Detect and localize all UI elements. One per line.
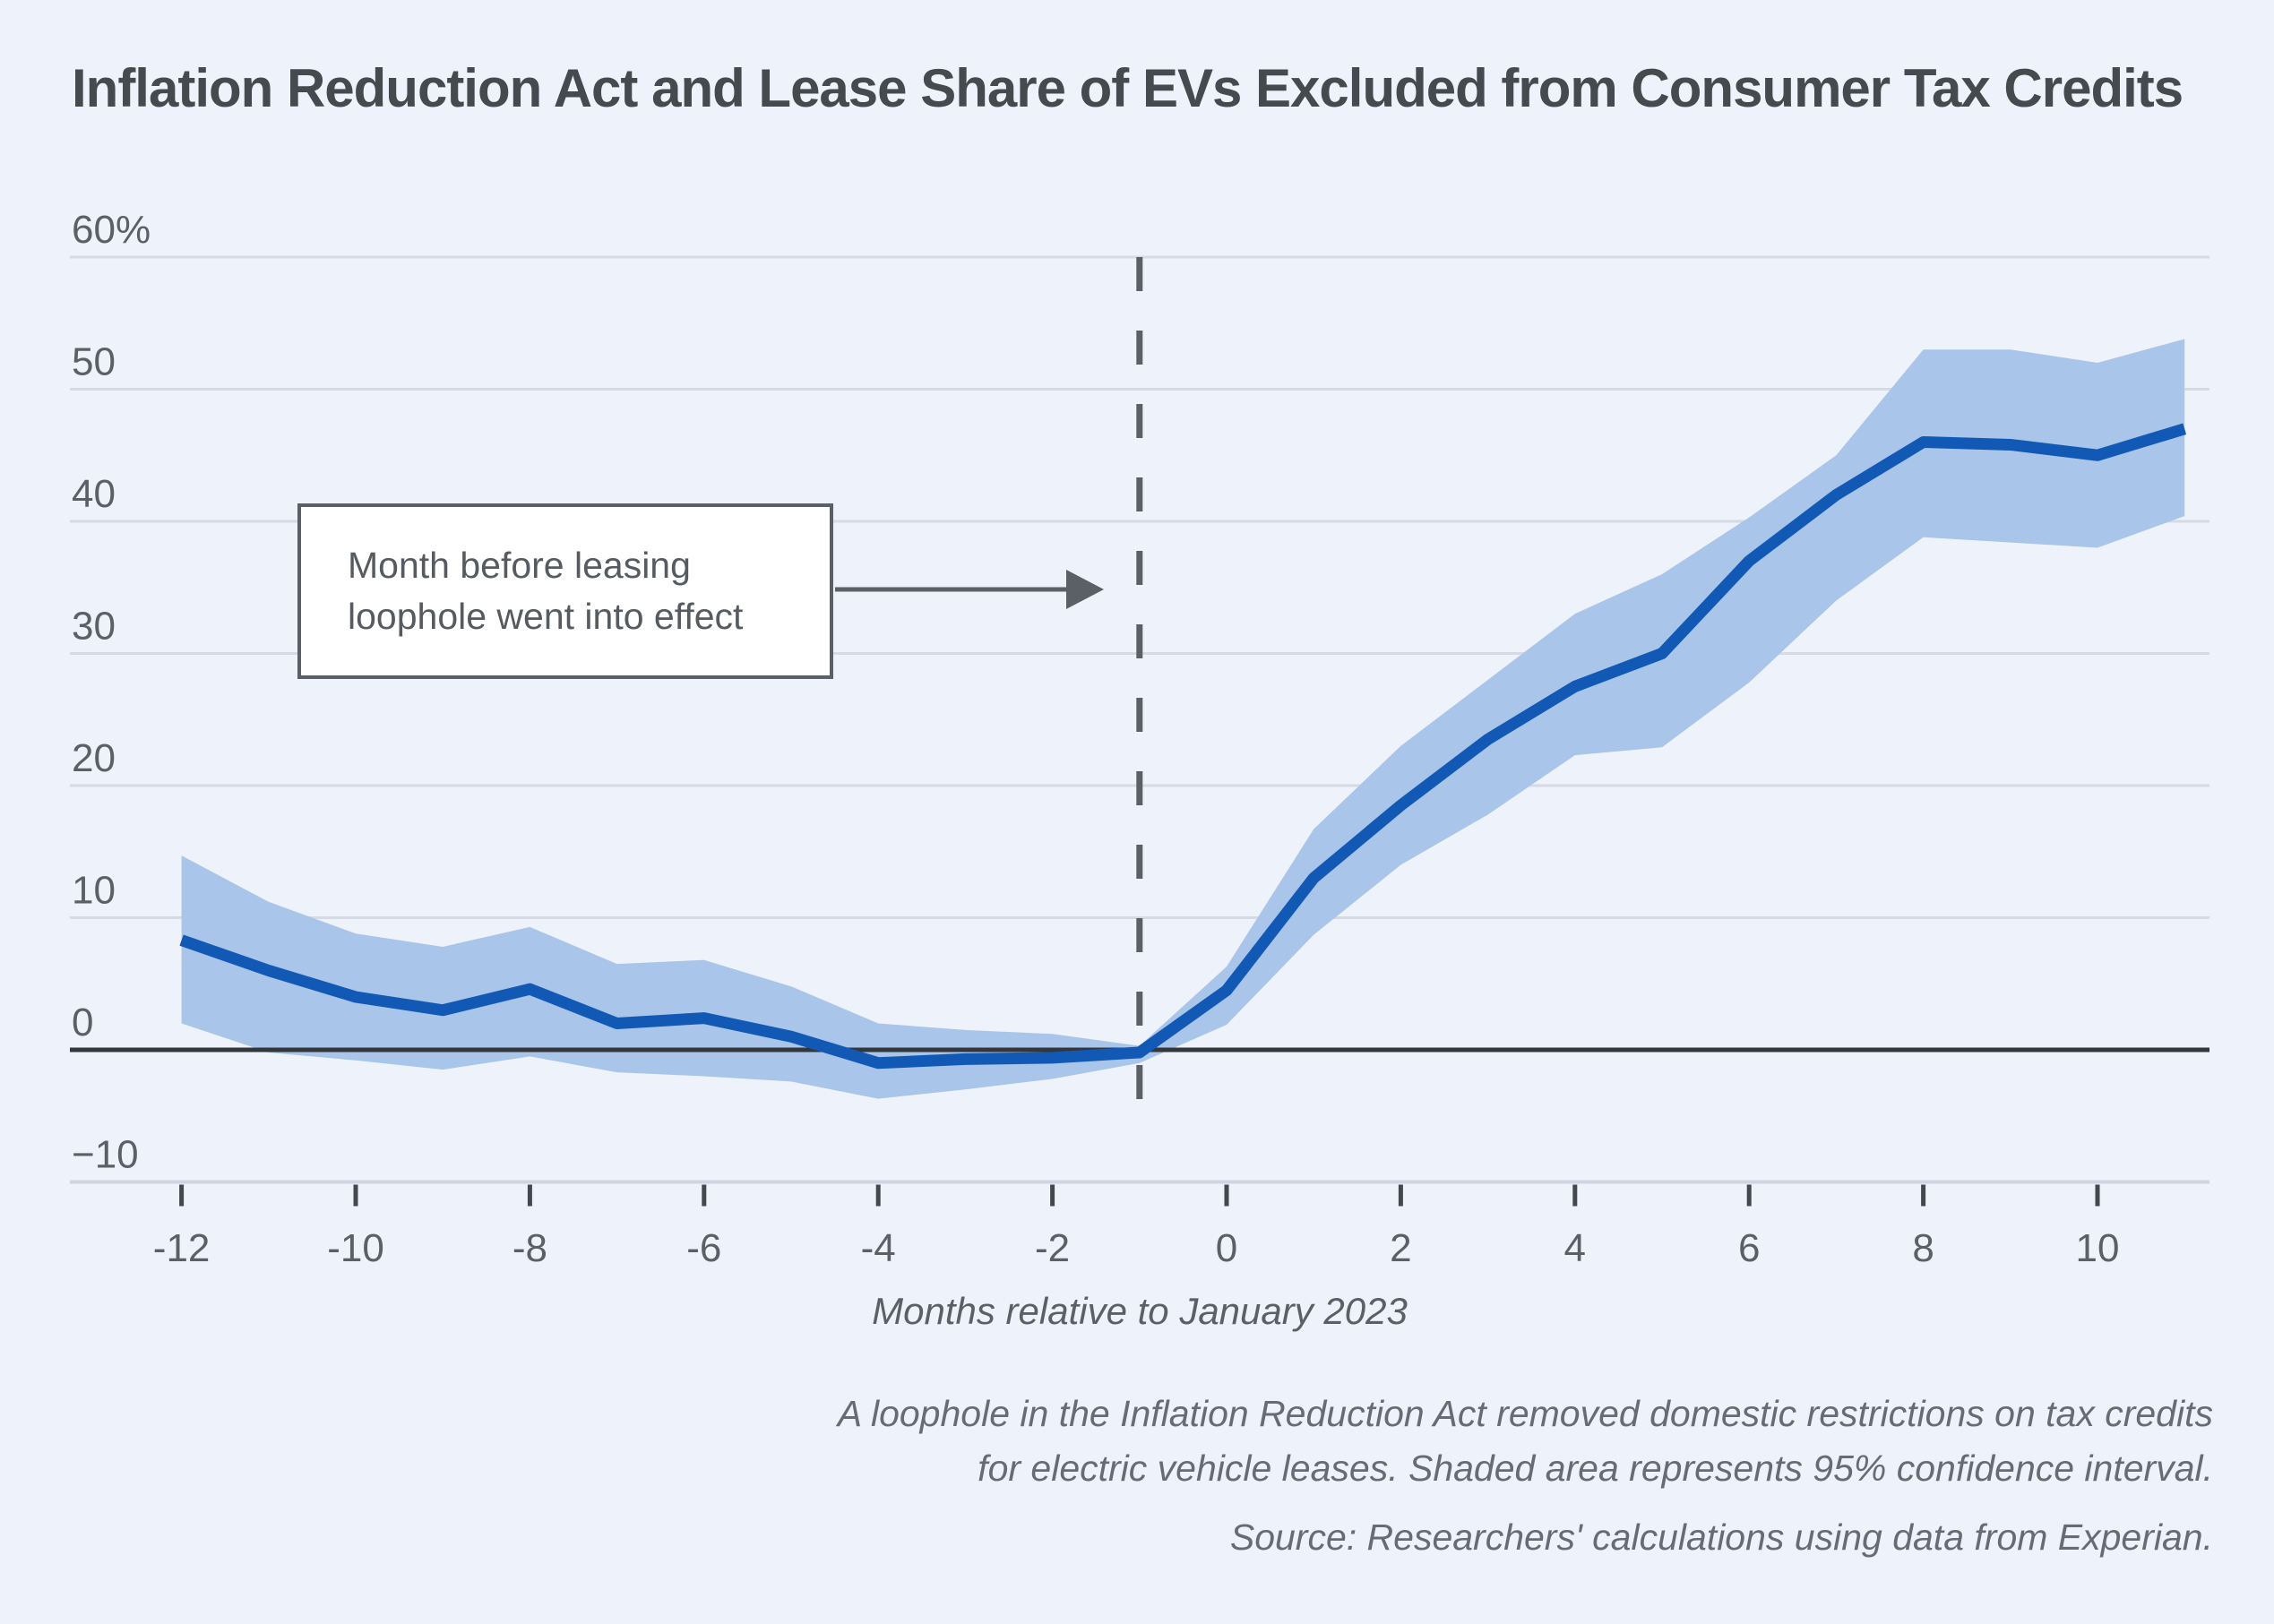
footnote-line-2: for electric vehicle leases. Shaded area… — [978, 1448, 2213, 1489]
y-tick-label: 50 — [72, 340, 116, 384]
x-tick-label: 6 — [1738, 1226, 1760, 1270]
annotation-line-1: Month before leasing — [348, 545, 691, 586]
x-tick-label: 0 — [1216, 1226, 1237, 1270]
footnote-line-1: A loophole in the Inflation Reduction Ac… — [837, 1393, 2213, 1434]
x-tick-label: 10 — [2076, 1226, 2120, 1270]
ci-band — [181, 339, 2185, 1099]
x-tick-label: -10 — [327, 1226, 384, 1270]
y-tick-label: 40 — [72, 472, 116, 516]
y-tick-label: 30 — [72, 605, 116, 649]
x-tick-label: -4 — [861, 1226, 896, 1270]
source-note: Source: Researchers' calculations using … — [1229, 1517, 2213, 1558]
y-tick-label: 20 — [72, 736, 116, 780]
footnotes: A loophole in the Inflation Reduction Ac… — [838, 1387, 2213, 1565]
x-tick-label: 4 — [1564, 1226, 1586, 1270]
trend-line — [179, 423, 2187, 1070]
y-tick-label: 60% — [72, 208, 151, 252]
y-tick-label: −10 — [72, 1133, 139, 1177]
x-tick-label: -12 — [153, 1226, 211, 1270]
x-tick-label: -8 — [513, 1226, 547, 1270]
x-tick-label: -2 — [1035, 1226, 1070, 1270]
y-tick-label: 10 — [72, 869, 116, 913]
x-axis-caption: Months relative to January 2023 — [872, 1290, 1408, 1332]
y-tick-label: 0 — [72, 1001, 93, 1044]
annotation-box: Month before leasing loophole went into … — [297, 503, 833, 679]
annotation-line-2: loophole went into effect — [348, 596, 744, 637]
x-tick-label: 2 — [1390, 1226, 1411, 1270]
x-tick-label: 8 — [1912, 1226, 1934, 1270]
x-tick-label: -6 — [686, 1226, 721, 1270]
chart-title: Inflation Reduction Act and Lease Share … — [72, 58, 2184, 118]
annotation-arrow-head — [1066, 570, 1104, 609]
